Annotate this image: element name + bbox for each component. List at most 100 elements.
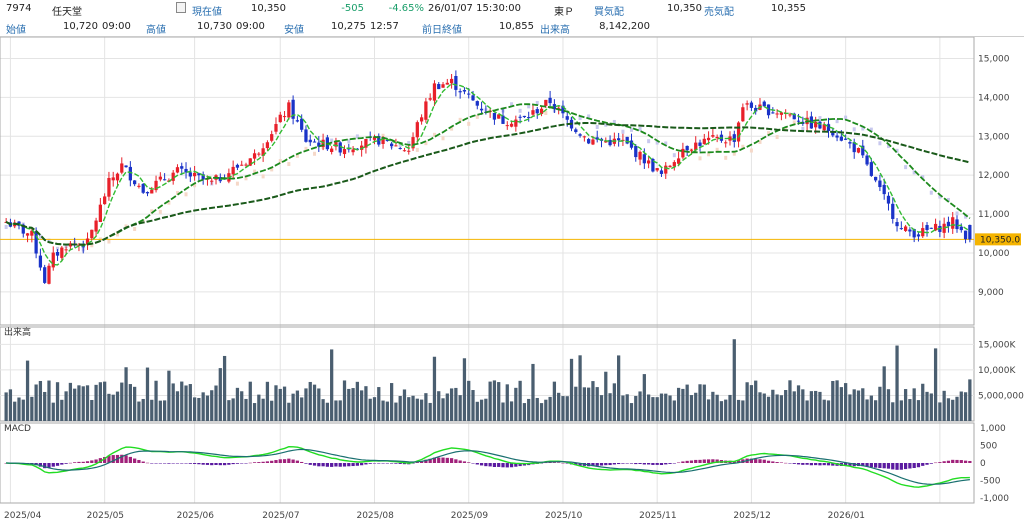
volume-bar xyxy=(90,399,94,421)
macd-histogram-bar xyxy=(462,461,467,463)
stock-chart[interactable]: 15,000 14,000 13,000 12,000 11,000 10,000 9,00… xyxy=(0,37,1024,525)
volume-bar xyxy=(291,393,295,421)
volume-panel[interactable] xyxy=(0,339,974,421)
volume-bar xyxy=(535,397,539,421)
candle-body xyxy=(861,145,865,156)
document-icon[interactable] xyxy=(176,2,186,13)
macd-tick-label: -1,000 xyxy=(980,494,1009,504)
volume-bar xyxy=(222,355,227,421)
date-tick-label: 2025/11 xyxy=(639,511,676,521)
volume-bar xyxy=(938,402,942,421)
volume-bar xyxy=(103,381,107,421)
candle-body xyxy=(248,158,252,166)
cloud-mark xyxy=(158,209,162,214)
candle-body xyxy=(749,102,754,108)
candle-body xyxy=(582,136,586,138)
cloud-mark xyxy=(518,108,522,113)
volume-bar xyxy=(398,396,402,421)
volume-tick-label: 15,000K xyxy=(978,340,1016,350)
volume-bar xyxy=(390,383,394,421)
volume-bar xyxy=(578,355,582,421)
volume-bar xyxy=(574,386,578,421)
candle-body xyxy=(792,113,796,120)
volume-bar xyxy=(788,380,792,421)
ma-long-line xyxy=(5,122,971,246)
candle-body xyxy=(471,95,475,101)
ask-value: 10,355 xyxy=(771,3,806,14)
macd-histogram-bar xyxy=(629,463,634,464)
volume-bar xyxy=(17,397,21,421)
candle-body xyxy=(90,229,94,239)
macd-histogram-bar xyxy=(210,463,214,466)
cloud-mark xyxy=(304,146,308,151)
macd-histogram-bar xyxy=(192,463,197,464)
volume-bar xyxy=(642,374,646,421)
candle-body xyxy=(694,142,698,151)
price-panel[interactable] xyxy=(0,70,974,285)
macd-histogram-bar xyxy=(933,462,938,464)
candle-body xyxy=(244,164,248,166)
cloud-mark xyxy=(407,140,411,145)
candle-body xyxy=(565,116,569,120)
candle-body xyxy=(796,120,801,122)
volume-bar xyxy=(51,402,55,421)
macd-histogram-bar xyxy=(205,463,210,465)
candle-body xyxy=(535,109,539,114)
volume-bar xyxy=(43,391,47,421)
volume-bar xyxy=(257,394,261,421)
cloud-mark xyxy=(415,147,419,152)
candle-body xyxy=(124,165,128,168)
volume-bar xyxy=(484,398,488,421)
volume-bar xyxy=(133,386,137,421)
candle-body xyxy=(192,172,197,177)
high-value: 10,730 xyxy=(197,21,232,32)
volume-bar xyxy=(325,402,330,421)
candle-body xyxy=(419,117,424,122)
candle-body xyxy=(946,221,951,227)
date-tick-label: 2025/12 xyxy=(733,511,770,521)
volume-bar xyxy=(64,391,68,421)
volume-bar xyxy=(874,400,878,421)
macd-histogram-bar xyxy=(449,458,454,463)
candle-body xyxy=(30,230,34,236)
macd-panel[interactable] xyxy=(4,445,972,488)
cloud-mark xyxy=(621,129,625,134)
cloud-mark xyxy=(56,246,60,251)
candle-body xyxy=(107,177,111,197)
candle-body xyxy=(64,249,68,251)
candle-body xyxy=(201,174,205,180)
volume-bar xyxy=(625,394,629,421)
volume-bar xyxy=(565,396,569,421)
cloud-mark xyxy=(612,119,616,124)
cloud-mark xyxy=(715,147,719,152)
candle-body xyxy=(449,78,454,84)
volume-bar xyxy=(111,394,115,421)
candle-body xyxy=(634,145,638,158)
candle-body xyxy=(145,192,150,194)
macd-histogram-bar xyxy=(390,463,394,464)
volume-bar xyxy=(270,400,274,421)
market-name: 東Ｐ xyxy=(554,7,574,18)
candle-body xyxy=(424,101,428,120)
cloud-mark xyxy=(638,126,642,131)
macd-histogram-bar xyxy=(347,463,351,467)
macd-histogram-bar xyxy=(218,463,222,466)
volume-bar xyxy=(150,399,154,421)
macd-histogram-bar xyxy=(398,463,402,464)
macd-histogram-bar xyxy=(784,462,788,464)
volume-bar xyxy=(218,368,222,421)
candle-body xyxy=(445,82,449,85)
volume-bar xyxy=(844,383,848,421)
cloud-mark xyxy=(587,114,591,119)
candle-body xyxy=(891,203,895,219)
cloud-mark xyxy=(278,159,282,164)
date-tick-label: 2025/05 xyxy=(87,511,124,521)
macd-histogram-bar xyxy=(826,463,831,466)
open-time: 09:00 xyxy=(102,21,131,32)
candle-body xyxy=(745,103,749,105)
candle-body xyxy=(347,148,351,150)
macd-histogram-bar xyxy=(120,454,124,463)
macd-histogram-bar xyxy=(175,463,180,464)
cloud-mark xyxy=(244,176,248,181)
macd-histogram-bar xyxy=(574,463,578,466)
